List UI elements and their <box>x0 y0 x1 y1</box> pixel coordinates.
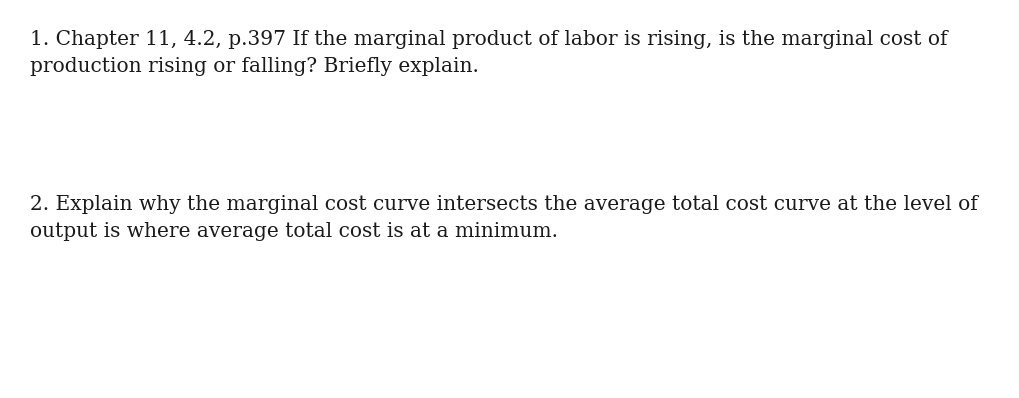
Text: 2. Explain why the marginal cost curve intersects the average total cost curve a: 2. Explain why the marginal cost curve i… <box>30 195 977 241</box>
Text: 1. Chapter 11, 4.2, p.397 If the marginal product of labor is rising, is the mar: 1. Chapter 11, 4.2, p.397 If the margina… <box>30 30 947 76</box>
